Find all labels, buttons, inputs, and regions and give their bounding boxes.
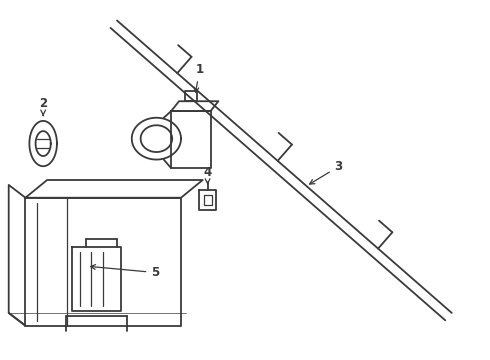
Text: 2: 2 — [39, 97, 47, 116]
Text: 3: 3 — [310, 160, 343, 184]
Text: 1: 1 — [194, 63, 204, 92]
Text: 5: 5 — [91, 265, 160, 279]
Text: 4: 4 — [203, 166, 212, 184]
